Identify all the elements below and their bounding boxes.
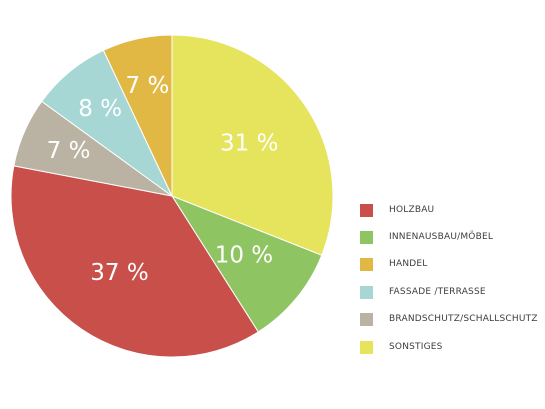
pie-slice-holzbau bbox=[10, 165, 259, 358]
slice-label-handel: 7 % bbox=[126, 73, 170, 99]
legend-swatch-innenausbau bbox=[360, 230, 373, 244]
pie-slice-innenausbau bbox=[170, 194, 323, 333]
legend-item-brandschutz: BRANDSCHUTZ/SCHALLSCHUTZ bbox=[360, 311, 538, 327]
legend-label-sonstiges: SONSTIGES bbox=[389, 342, 443, 352]
slice-label-sonstiges: 31 % bbox=[220, 131, 278, 157]
legend-swatch-handel bbox=[360, 257, 373, 271]
legend-swatch-fassade bbox=[360, 285, 373, 299]
slice-label-holzbau: 37 % bbox=[90, 260, 148, 286]
legend-item-handel: HANDEL bbox=[360, 256, 428, 272]
legend-item-holzbau: HOLZBAU bbox=[360, 202, 434, 218]
legend-swatch-brandschutz bbox=[360, 312, 373, 326]
pie-slice-sonstiges bbox=[171, 34, 334, 256]
legend-label-handel: HANDEL bbox=[389, 259, 428, 269]
legend-label-holzbau: HOLZBAU bbox=[389, 205, 435, 215]
slice-label-brandschutz: 7 % bbox=[47, 138, 91, 164]
slice-label-innenausbau: 10 % bbox=[215, 243, 273, 269]
legend-label-fassade: FASSADE /TERRASSE bbox=[389, 287, 486, 297]
legend-swatch-holzbau bbox=[360, 203, 373, 217]
legend-item-sonstiges: SONSTIGES bbox=[360, 339, 443, 355]
legend-item-innenausbau: INNENAUSBAU/MÖBEL bbox=[360, 229, 493, 245]
pie-slice-handel bbox=[102, 34, 173, 197]
legend-label-innenausbau: INNENAUSBAU/MÖBEL bbox=[389, 232, 494, 242]
slice-label-fassade: 8 % bbox=[78, 96, 122, 122]
legend-swatch-sonstiges bbox=[360, 340, 373, 354]
legend-item-fassade: FASSADE /TERRASSE bbox=[360, 284, 486, 300]
legend-label-brandschutz: BRANDSCHUTZ/SCHALLSCHUTZ bbox=[389, 314, 538, 324]
